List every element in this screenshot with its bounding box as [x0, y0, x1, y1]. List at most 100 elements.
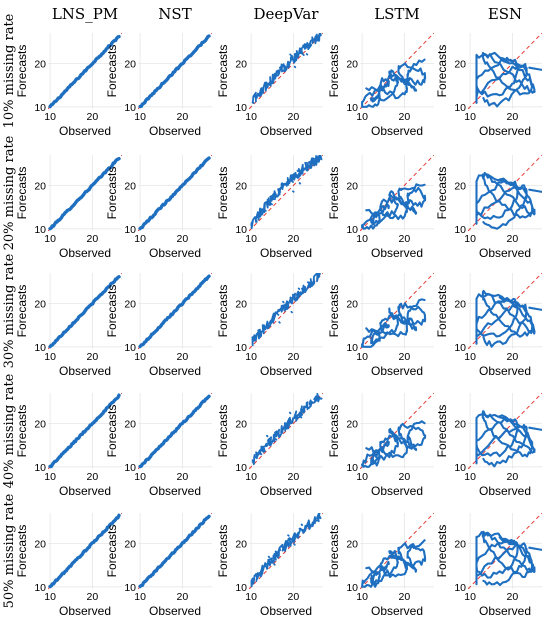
- y-axis-label: Forecasts: [105, 525, 119, 578]
- x-axis-label: Observed: [149, 484, 201, 498]
- y-tick-label: 10: [235, 224, 247, 236]
- x-axis-label: Observed: [371, 364, 423, 378]
- row-title-20-missing-rate: 20% missing rate: [2, 135, 17, 250]
- x-tick-label: 20: [399, 111, 411, 123]
- x-tick-label: 10: [356, 233, 368, 245]
- y-tick-label: 20: [454, 538, 466, 550]
- x-tick-label: 20: [87, 471, 99, 483]
- y-tick-label: 10: [34, 342, 46, 354]
- y-tick-label: 10: [124, 342, 136, 354]
- column-title-lns-pm: LNS_PM: [52, 5, 118, 23]
- x-tick-label: 20: [507, 233, 519, 245]
- y-tick-label: 10: [124, 582, 136, 594]
- series-lns-pm: [48, 275, 121, 349]
- series-lstm: [361, 183, 427, 230]
- x-tick-label: 20: [87, 351, 99, 363]
- y-axis-label: Forecasts: [105, 405, 119, 458]
- y-tick-label: 20: [454, 298, 466, 310]
- series-esn: [475, 530, 542, 587]
- x-tick-label: 20: [177, 233, 189, 245]
- x-axis-label: Observed: [371, 484, 423, 498]
- x-tick-label: 20: [177, 111, 189, 123]
- y-axis-label: Forecasts: [216, 525, 230, 578]
- x-tick-label: 10: [245, 591, 257, 603]
- x-tick-label: 20: [399, 233, 411, 245]
- y-tick-label: 20: [235, 180, 247, 192]
- series-nst: [138, 394, 211, 469]
- y-tick-label: 20: [346, 298, 358, 310]
- x-tick-label: 10: [245, 351, 257, 363]
- series-deepvar: [250, 513, 322, 588]
- y-tick-label: 10: [454, 342, 466, 354]
- y-axis-label: Forecasts: [327, 525, 341, 578]
- row-title-50-missing-rate: 50% missing rate: [2, 493, 17, 608]
- y-tick-label: 10: [34, 224, 46, 236]
- x-tick-label: 10: [464, 111, 476, 123]
- y-tick-label: 10: [454, 582, 466, 594]
- y-axis-label: Forecasts: [327, 45, 341, 98]
- x-axis-label: Observed: [260, 124, 312, 138]
- series-lstm: [361, 58, 427, 108]
- y-tick-label: 10: [346, 582, 358, 594]
- y-axis-label: Forecasts: [15, 405, 29, 458]
- series-esn: [475, 289, 542, 348]
- y-tick-label: 10: [34, 462, 46, 474]
- series-lstm: [361, 420, 427, 468]
- x-axis-label: Observed: [59, 604, 111, 618]
- identity-line: [468, 273, 542, 349]
- x-axis-label: Observed: [149, 604, 201, 618]
- series-nst: [138, 274, 211, 349]
- x-tick-label: 10: [44, 111, 56, 123]
- series-esn: [475, 410, 542, 468]
- identity-line: [249, 33, 323, 109]
- y-tick-label: 10: [34, 102, 46, 114]
- y-tick-label: 20: [124, 538, 136, 550]
- x-tick-label: 10: [464, 351, 476, 363]
- identity-line: [468, 155, 542, 231]
- x-tick-label: 10: [134, 111, 146, 123]
- y-axis-label: Forecasts: [216, 285, 230, 338]
- x-tick-label: 10: [464, 233, 476, 245]
- x-tick-label: 20: [288, 591, 300, 603]
- x-tick-label: 10: [134, 471, 146, 483]
- y-tick-label: 10: [454, 462, 466, 474]
- row-title-10-missing-rate: 10% missing rate: [2, 13, 17, 128]
- y-tick-label: 10: [124, 224, 136, 236]
- y-tick-label: 20: [124, 58, 136, 70]
- x-tick-label: 20: [177, 351, 189, 363]
- y-axis-label: Forecasts: [15, 285, 29, 338]
- x-tick-label: 20: [399, 471, 411, 483]
- y-axis-label: Forecasts: [216, 45, 230, 98]
- series-nst: [138, 34, 211, 109]
- y-tick-label: 20: [346, 538, 358, 550]
- column-title-nst: NST: [158, 5, 191, 23]
- y-tick-label: 20: [34, 298, 46, 310]
- row-title-30-missing-rate: 30% missing rate: [2, 253, 17, 368]
- x-axis-label: Observed: [260, 484, 312, 498]
- x-tick-label: 10: [464, 471, 476, 483]
- column-title-deepvar: DeepVar: [254, 5, 320, 23]
- y-tick-label: 10: [346, 462, 358, 474]
- x-axis-label: Observed: [59, 364, 111, 378]
- y-tick-label: 20: [235, 58, 247, 70]
- x-axis-label: Observed: [260, 246, 312, 260]
- y-tick-label: 20: [346, 180, 358, 192]
- x-axis-label: Observed: [479, 364, 531, 378]
- x-axis-label: Observed: [149, 246, 201, 260]
- y-tick-label: 20: [346, 418, 358, 430]
- series-lns-pm: [48, 34, 121, 109]
- y-axis-label: Forecasts: [15, 45, 29, 98]
- x-tick-label: 20: [399, 591, 411, 603]
